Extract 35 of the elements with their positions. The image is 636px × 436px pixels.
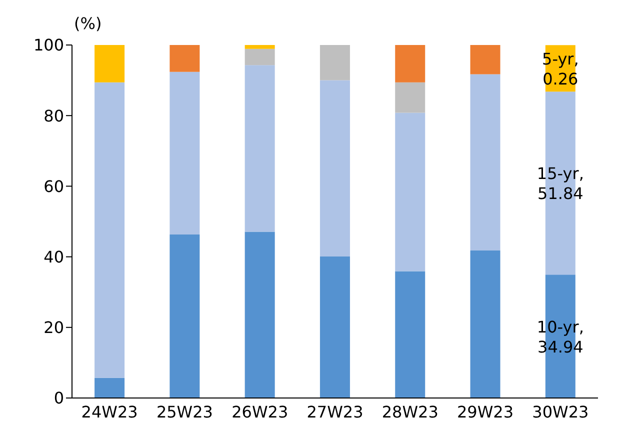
y-axis-title: (%) bbox=[74, 14, 102, 33]
bar bbox=[244, 232, 275, 398]
bar bbox=[395, 82, 426, 113]
bar bbox=[94, 378, 125, 398]
bar bbox=[170, 72, 200, 235]
y-tick-label: 60 bbox=[44, 176, 64, 196]
bar bbox=[395, 271, 426, 398]
bar bbox=[320, 256, 350, 398]
x-tick-label: 25W23 bbox=[156, 402, 213, 422]
y-tick-label: 0 bbox=[54, 388, 64, 408]
x-tick-label: 30W23 bbox=[532, 402, 589, 422]
bar bbox=[470, 45, 500, 74]
bar bbox=[244, 48, 275, 66]
y-tick-label: 100 bbox=[33, 36, 64, 55]
x-tick-label: 29W23 bbox=[457, 402, 514, 422]
y-tick-label: 20 bbox=[44, 318, 64, 338]
bar bbox=[94, 45, 125, 82]
x-tick-label: 26W23 bbox=[232, 402, 288, 422]
data-label: 15-yr, 51.84 bbox=[536, 164, 584, 203]
bar bbox=[244, 65, 275, 232]
bar bbox=[320, 80, 350, 256]
bar bbox=[395, 45, 426, 82]
x-tick-label: 27W23 bbox=[306, 402, 364, 422]
bar bbox=[244, 45, 275, 49]
bar bbox=[395, 112, 426, 272]
y-tick-label: 40 bbox=[44, 247, 64, 266]
bar bbox=[170, 45, 200, 72]
x-tick-label: 24W23 bbox=[81, 402, 138, 422]
bar bbox=[470, 74, 500, 250]
bar bbox=[320, 45, 350, 80]
x-tick-label: 28W23 bbox=[382, 402, 438, 422]
bar bbox=[170, 234, 200, 398]
bar bbox=[94, 82, 125, 378]
y-tick-label: 80 bbox=[44, 106, 64, 126]
bar bbox=[470, 250, 500, 398]
